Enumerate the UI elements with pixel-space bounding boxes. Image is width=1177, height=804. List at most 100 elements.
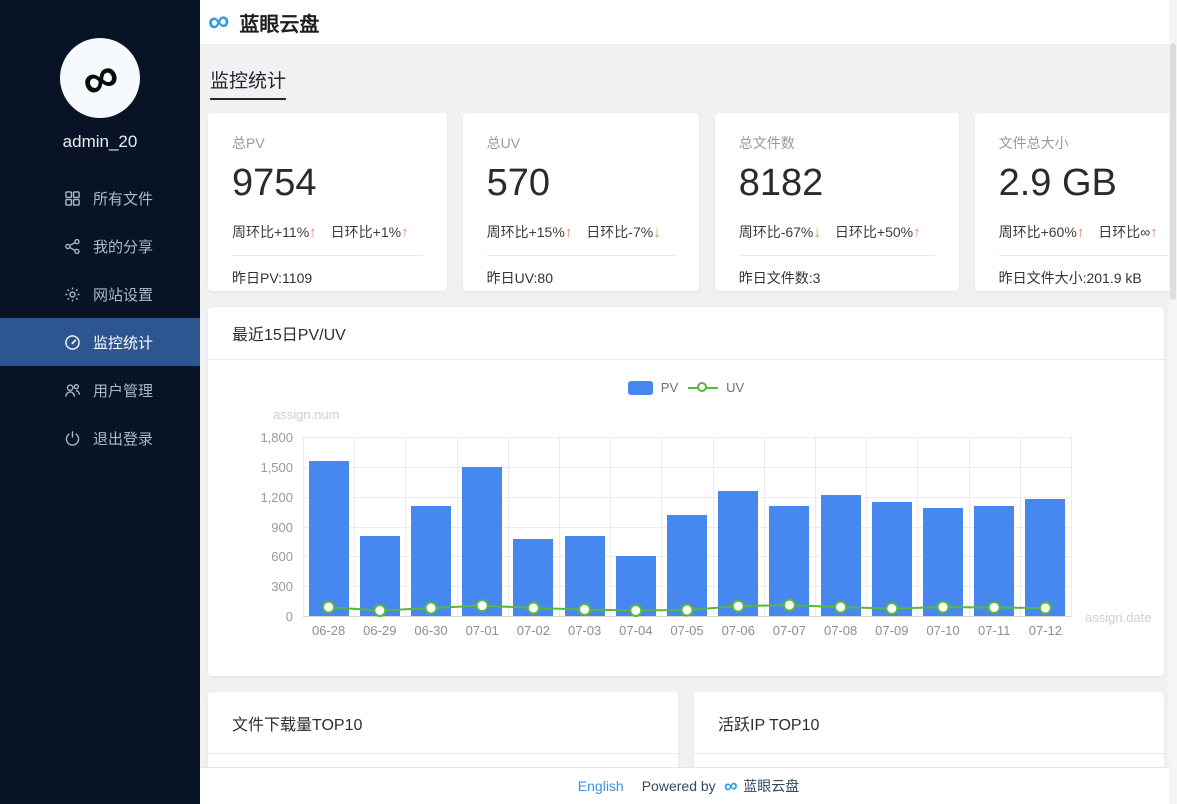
pv-bar (769, 506, 810, 616)
trend-up-arrow-icon: ↑ (309, 223, 317, 241)
x-tick-label: 07-10 (926, 623, 960, 638)
avatar[interactable]: ∞ (60, 38, 140, 118)
sidebar-item-label: 所有文件 (93, 190, 154, 208)
footer: English Powered by ∞ 蓝眼云盘 (200, 767, 1177, 804)
divider (232, 254, 423, 256)
pv-bar (411, 505, 451, 616)
sidebar-item-logout[interactable]: 退出登录 (0, 414, 200, 462)
sidebar-item-my-shares[interactable]: 我的分享 (0, 222, 200, 270)
day-trend: 日环比+50%↑ (834, 223, 921, 241)
gridline (354, 437, 356, 616)
legend-item-uv[interactable]: UV (688, 380, 744, 395)
stat-trend: 周环比-67%↓ 日环比+50%↑ (739, 222, 935, 242)
gridline (303, 466, 1071, 468)
day-trend: 日环比-7%↓ (586, 223, 661, 241)
y-tick-label: 900 (271, 519, 293, 535)
scrollbar-thumb[interactable] (1170, 43, 1176, 300)
uv-point (475, 599, 489, 613)
brand-infinity-icon: ∞ (72, 45, 128, 111)
pv-bar (667, 515, 707, 616)
uv-marker-icon (688, 381, 719, 395)
sidebar-item-monitor-stats[interactable]: 监控统计 (0, 318, 200, 366)
y-tick-label: 1,500 (260, 459, 293, 475)
gridline (456, 437, 458, 616)
stat-footer: 昨日文件大小:201.9 kB (998, 269, 1142, 286)
uv-point (373, 604, 387, 617)
divider (998, 254, 1172, 256)
legend-label: UV (726, 380, 745, 395)
stat-card: 文件总大小 2.9 GB 周环比+60%↑ 日环比∞↑ 昨日文件大小:201.9 kB (974, 113, 1177, 291)
x-tick-label: 07-05 (670, 623, 704, 638)
day-trend: 日环比+1%↑ (330, 223, 409, 241)
uv-line (322, 598, 1052, 617)
chart-body: PV UV assign.num assign.date 1,800 1,500 1,… (208, 360, 1164, 676)
x-tick-label: 07-01 (465, 623, 499, 638)
card-title: 文件下载量TOP10 (208, 692, 678, 754)
chart-card: 最近15日PV/UV PV UV assign.num assign.date 1… (208, 307, 1164, 676)
legend-item-pv[interactable]: PV (627, 380, 678, 395)
stat-footer: 昨日文件数:3 (738, 269, 821, 286)
x-tick-label: 07-12 (1028, 623, 1063, 638)
stat-value: 570 (486, 162, 550, 204)
brand-infinity-icon[interactable]: ∞ (205, 3, 232, 40)
uv-point (987, 601, 1001, 614)
gridline (866, 437, 868, 616)
pv-bar (462, 466, 503, 616)
stat-card: 总UV 570 周环比+15%↑ 日环比-7%↓ 昨日UV:80 (462, 113, 699, 291)
top-bar: ∞ 蓝眼云盘 (200, 0, 1177, 45)
brand-title[interactable]: 蓝眼云盘 (239, 13, 320, 36)
pv-bar (1025, 499, 1066, 616)
x-tick-label: 07-03 (567, 623, 602, 638)
trend-up-arrow-icon: ↑ (564, 223, 573, 241)
stat-card: 总PV 9754 周环比+11%↑ 日环比+1%↑ 昨日PV:1109 (208, 113, 447, 291)
trend-up-arrow-icon: ↑ (913, 223, 921, 241)
uv-point (885, 602, 899, 615)
username: admin_20 (62, 132, 138, 151)
gridline (303, 496, 1071, 498)
day-trend: 日环比∞↑ (1098, 223, 1158, 241)
sidebar-item-site-settings[interactable]: 网站设置 (0, 270, 200, 318)
week-trend: 周环比-67%↓ (738, 223, 821, 241)
x-tick-label: 07-08 (823, 623, 858, 638)
stat-trend: 周环比+15%↑ 日环比-7%↓ (487, 222, 675, 242)
week-trend: 周环比+60%↑ (998, 223, 1085, 241)
x-tick-label: 07-07 (772, 623, 807, 638)
uv-point (629, 604, 643, 617)
week-trend: 周环比+11%↑ (232, 223, 317, 241)
x-tick-label: 07-04 (619, 623, 653, 638)
pv-bar (923, 507, 963, 616)
x-tick-label: 07-06 (721, 623, 755, 638)
sidebar-item-user-management[interactable]: 用户管理 (0, 366, 200, 414)
stat-footer: 昨日UV:80 (486, 269, 553, 286)
pv-bar (871, 502, 912, 616)
y-axis-name: assign.num (273, 407, 340, 422)
gridline (559, 437, 560, 616)
stat-value: 9754 (232, 162, 317, 204)
stat-label: 总PV (232, 135, 265, 151)
uv-point (1038, 601, 1052, 615)
gauge-icon (64, 334, 81, 351)
stat-trend: 周环比+11%↑ 日环比+1%↑ (232, 222, 423, 242)
pv-swatch-icon (627, 380, 653, 395)
stats-row: 总PV 9754 周环比+11%↑ 日环比+1%↑ 昨日PV:1109 总UV 570 周环比… (208, 113, 1177, 291)
y-tick-label: 300 (271, 579, 293, 595)
sidebar-item-all-files[interactable]: 所有文件 (0, 174, 200, 222)
language-link[interactable]: English (577, 778, 624, 794)
pv-bar (564, 535, 605, 616)
pv-bar (820, 495, 861, 616)
pv-bar (308, 460, 349, 616)
scrollbar-track[interactable] (1169, 0, 1177, 804)
stat-label: 总文件数 (738, 135, 795, 151)
sidebar-item-label: 用户管理 (93, 382, 154, 400)
y-tick-label: 600 (271, 549, 293, 565)
gridline (661, 437, 663, 616)
x-tick-label: 06-30 (414, 623, 448, 638)
trend-up-arrow-icon: ↑ (1150, 223, 1158, 241)
gridline (303, 437, 1071, 438)
x-tick-label: 07-02 (516, 623, 551, 638)
footer-brand-link[interactable]: 蓝眼云盘 (743, 778, 800, 794)
sidebar-item-label: 退出登录 (93, 430, 154, 448)
sidebar-item-label: 网站设置 (93, 286, 154, 304)
sidebar-item-label: 我的分享 (93, 238, 154, 256)
